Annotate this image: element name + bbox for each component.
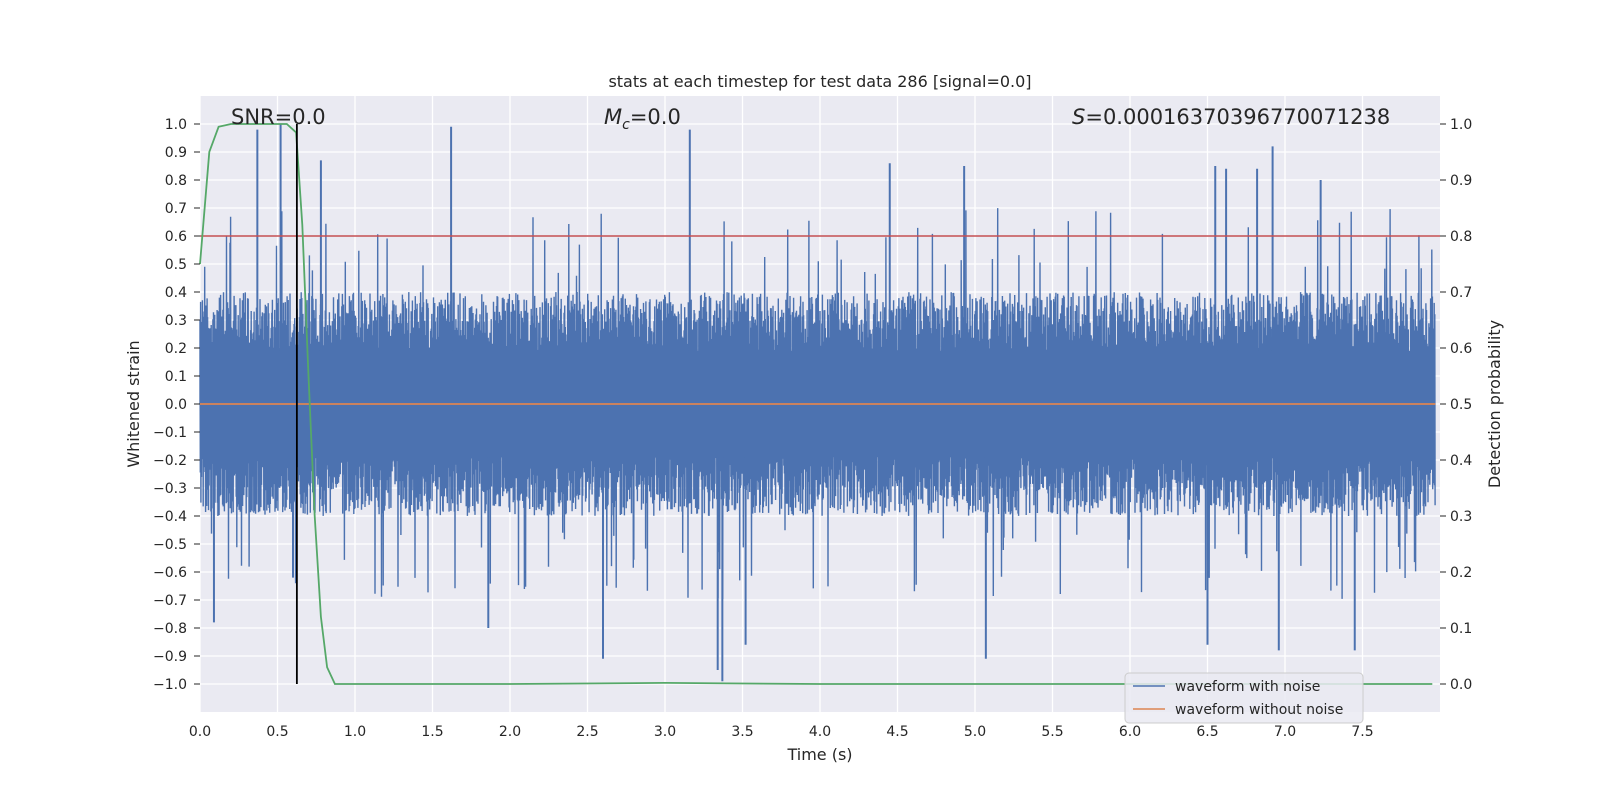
tick-marks: 0.0 0.5 1.0 1.5 2.0 2.5 3.0 3.5 4.0 4.5 5.0 5.5 6.0 6… [153, 117, 1472, 740]
y-tick-label: −0.9 [153, 649, 187, 665]
y-tick-label: 0.6 [165, 229, 187, 245]
x-tick-label: 0.5 [266, 724, 288, 740]
y2-tick-label: 0.1 [1450, 621, 1472, 637]
series-detection-probability [199, 123, 1433, 685]
x-tick-label: 3.5 [731, 724, 753, 740]
y2-tick-label: 0.4 [1450, 453, 1472, 469]
y2-axis-label: Detection probability [1485, 320, 1504, 488]
y-tick-label: 0.0 [165, 397, 187, 413]
y-tick-label: 0.4 [165, 285, 187, 301]
mc-annotation: Mc=0.0 [604, 105, 681, 133]
y2-tick-label: 0.6 [1450, 341, 1472, 357]
x-tick-label: 2.0 [499, 724, 521, 740]
x-tick-label: 5.5 [1041, 724, 1063, 740]
y-axis-label: Whitened strain [124, 340, 143, 467]
y2-tick-label: 0.3 [1450, 509, 1472, 525]
x-tick-label: 2.5 [576, 724, 598, 740]
chart-title: stats at each timestep for test data 286… [608, 72, 1031, 91]
mc-subscript: c [622, 117, 630, 133]
x-tick-label: 4.0 [809, 724, 831, 740]
x-tick-label: 4.5 [886, 724, 908, 740]
y-tick-label: 0.9 [165, 145, 187, 161]
x-tick-label: 5.0 [964, 724, 986, 740]
legend: waveform with noise waveform without noi… [1124, 672, 1364, 724]
y2-tick-label: 0.8 [1450, 229, 1472, 245]
y2-tick-label: 0.0 [1450, 677, 1472, 693]
y-tick-label: −0.6 [153, 565, 187, 581]
y-tick-label: 0.1 [165, 369, 187, 385]
y-tick-label: −1.0 [153, 677, 187, 693]
x-tick-label: 0.0 [189, 724, 211, 740]
y-tick-label: 0.7 [165, 201, 187, 217]
y-tick-label: 0.3 [165, 313, 187, 329]
y2-tick-label: 0.7 [1450, 285, 1472, 301]
y-tick-label: 0.8 [165, 173, 187, 189]
y2-tick-label: 1.0 [1450, 117, 1472, 133]
y-tick-label: −0.5 [153, 537, 187, 553]
x-tick-label: 7.5 [1351, 724, 1373, 740]
x-tick-label: 3.0 [654, 724, 676, 740]
legend-label-waveform-with-noise: waveform with noise [1175, 679, 1320, 695]
y-tick-label: −0.2 [153, 453, 187, 469]
y2-tick-label: 0.2 [1450, 565, 1472, 581]
s-value: =0.00016370396770071238 [1085, 105, 1390, 129]
x-axis-label: Time (s) [786, 745, 852, 764]
y2-tick-label: 0.5 [1450, 397, 1472, 413]
x-tick-label: 7.0 [1274, 724, 1296, 740]
legend-box [1124, 672, 1364, 724]
y-tick-label: −0.8 [153, 621, 187, 637]
y-tick-label: −0.1 [153, 425, 187, 441]
s-symbol: S [1072, 105, 1085, 129]
x-tick-label: 1.5 [421, 724, 443, 740]
y-tick-label: 1.0 [165, 117, 187, 133]
y-tick-label: −0.4 [153, 509, 187, 525]
y2-tick-label: 0.9 [1450, 173, 1472, 189]
s-annotation: S=0.00016370396770071238 [1072, 105, 1390, 129]
noise-trace [199, 208, 1436, 600]
y-tick-label: −0.3 [153, 481, 187, 497]
overlay-marks [199, 123, 1440, 685]
y-tick-label: 0.5 [165, 257, 187, 273]
snr-annotation: SNR=0.0 [231, 105, 326, 129]
legend-label-waveform-without-noise: waveform without noise [1175, 702, 1343, 718]
y-tick-label: 0.2 [165, 341, 187, 357]
x-tick-label: 6.0 [1119, 724, 1141, 740]
x-tick-label: 6.5 [1196, 724, 1218, 740]
y-tick-label: −0.7 [153, 593, 187, 609]
mc-value: =0.0 [630, 105, 681, 129]
x-tick-label: 1.0 [344, 724, 366, 740]
mc-symbol: M [604, 105, 622, 129]
